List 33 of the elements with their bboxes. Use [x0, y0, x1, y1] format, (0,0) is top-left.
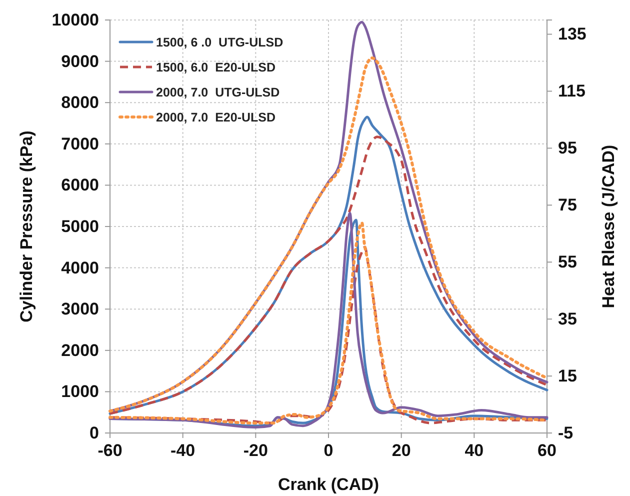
- x-tick-label: 40: [464, 441, 484, 460]
- y2-tick-label: 95: [558, 138, 577, 158]
- y-tick-label: 8000: [61, 93, 99, 112]
- y-tick-label: 3000: [61, 300, 99, 319]
- y2-axis-title: Heat Rlease (J/CAD): [599, 144, 618, 308]
- y2-tick-label: 55: [558, 252, 577, 272]
- x-tick-label: 60: [538, 441, 556, 460]
- y-tick-label: 0: [90, 423, 99, 442]
- y-tick-label: 7000: [61, 134, 99, 154]
- y2-tick-label: 115: [558, 82, 586, 101]
- y2-tick-label: 135: [558, 24, 586, 44]
- legend-label: 2000, 7.0 E20-ULSD: [156, 110, 276, 124]
- x-tick-label: -40: [170, 441, 196, 460]
- y-tick-label: 9000: [61, 52, 99, 71]
- y2-tick-label: 35: [558, 310, 577, 329]
- x-tick-label: 0: [324, 441, 334, 460]
- legend-label: 1500, 6 .0 UTG-ULSD: [156, 36, 284, 50]
- y-tick-label: 10000: [52, 10, 99, 30]
- y2-tick-label: 15: [558, 366, 577, 386]
- y-axis-title: Cylinder Pressure (kPa): [17, 130, 36, 322]
- y2-tick-label: -5: [558, 423, 574, 442]
- legend-label: 1500, 6.0 E20-ULSD: [156, 60, 276, 74]
- x-tick-label: -60: [98, 441, 122, 460]
- y-tick-label: 4000: [61, 258, 99, 278]
- y-tick-label: 5000: [61, 216, 99, 236]
- y2-tick-label: 75: [558, 196, 577, 215]
- x-tick-label: -20: [243, 441, 268, 460]
- y-tick-label: 1000: [61, 382, 99, 402]
- x-axis-title: Crank (CAD): [278, 475, 380, 494]
- y-tick-label: 6000: [61, 176, 99, 195]
- y-tick-label: 2000: [61, 340, 99, 360]
- legend-label: 2000, 7.0 UTG-ULSD: [156, 86, 280, 100]
- x-tick-label: 20: [392, 441, 411, 460]
